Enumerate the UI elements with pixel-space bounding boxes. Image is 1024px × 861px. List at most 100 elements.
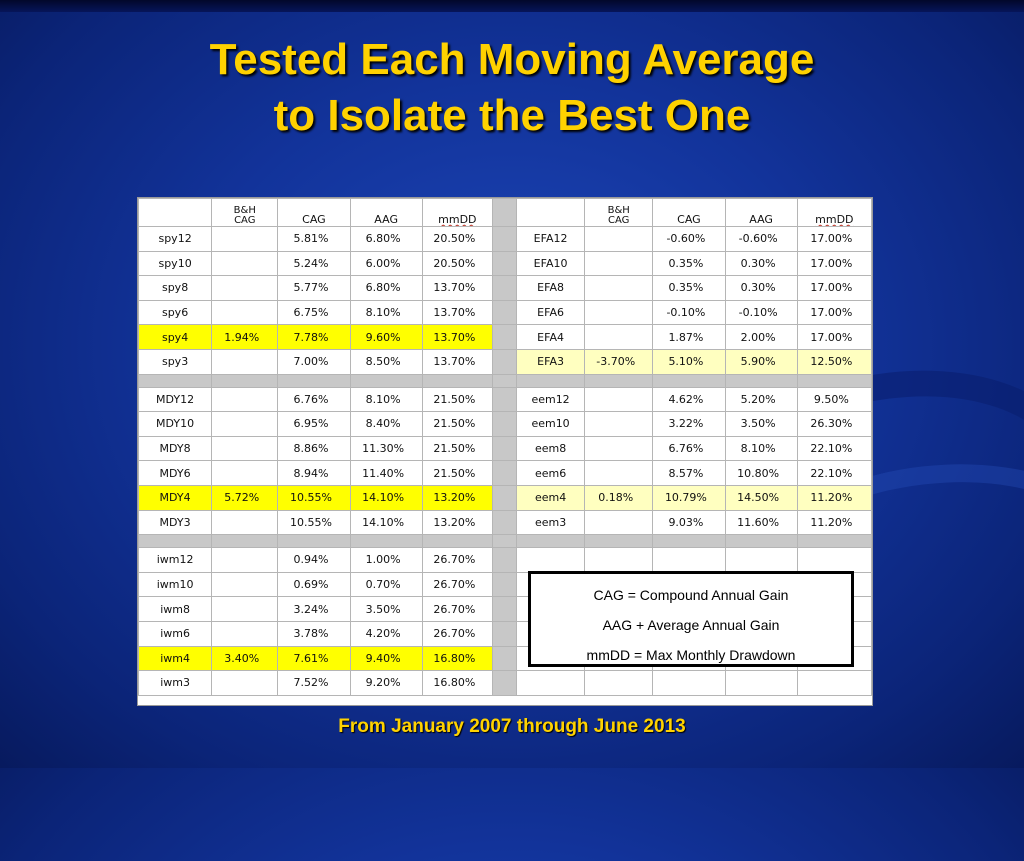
left-cag-cell: 10.55% [277, 484, 351, 511]
left-symbol-cell: MDY12 [138, 386, 213, 413]
left-symbol-cell: iwm4 [138, 645, 213, 672]
right-header-mmdd: mmDD [796, 198, 872, 227]
left-header-bh-cag: B&H CAG [211, 198, 279, 227]
left-aag-cell: 11.40% [349, 460, 423, 486]
right-cag-cell: 9.03% [652, 509, 726, 536]
right-aag-cell [724, 670, 798, 696]
right-mmdd-cell: 17.00% [796, 250, 872, 277]
left-mmdd-cell: 20.50% [421, 250, 493, 277]
gap-column-cell [491, 571, 517, 598]
left-symbol-cell: MDY6 [138, 460, 213, 486]
right-mmdd-cell: 17.00% [796, 324, 872, 350]
table-row: spy12 5.81% 6.80% 20.50% EFA12 -0.60% -0.60% 17… [138, 226, 872, 252]
gap-column-cell [491, 620, 517, 647]
left-mmdd-cell: 13.70% [421, 324, 493, 350]
separator-cell [349, 373, 423, 388]
left-header-mmdd: mmDD [421, 198, 493, 227]
left-cag-cell: 8.94% [277, 460, 351, 486]
left-symbol-cell: spy4 [138, 324, 213, 350]
left-bh-cag-cell [211, 226, 279, 252]
left-aag-cell: 1.00% [349, 547, 423, 573]
separator-cell [421, 534, 493, 549]
left-symbol-cell: spy12 [138, 226, 213, 252]
right-bh-cag-cell [584, 547, 654, 573]
right-aag-cell: 10.80% [724, 460, 798, 486]
left-bh-cag-cell [211, 596, 279, 622]
right-header-symbol [515, 198, 586, 227]
left-symbol-cell: iwm12 [138, 547, 213, 573]
left-cag-cell: 7.78% [277, 324, 351, 350]
separator-cell [491, 373, 517, 388]
right-cag-cell: 10.79% [652, 484, 726, 511]
right-symbol-cell: eem12 [515, 386, 586, 413]
left-bh-cag-cell [211, 670, 279, 696]
left-mmdd-cell: 26.70% [421, 571, 493, 598]
group-separator-row [138, 534, 872, 549]
left-bh-cag-cell: 3.40% [211, 645, 279, 672]
left-cag-cell: 5.77% [277, 275, 351, 301]
left-aag-cell: 8.40% [349, 411, 423, 437]
separator-cell [652, 373, 726, 388]
slide-title: Tested Each Moving Average to Isolate th… [0, 32, 1024, 144]
header-row: B&H CAG CAG AAG mmDD B&H CAG CAG AAG mmDD [138, 198, 872, 227]
left-aag-cell: 14.10% [349, 484, 423, 511]
left-aag-cell: 6.00% [349, 250, 423, 277]
right-mmdd-cell: 11.20% [796, 509, 872, 536]
left-mmdd-cell: 21.50% [421, 386, 493, 413]
gap-column-cell [491, 435, 517, 462]
gap-column-cell [491, 596, 517, 622]
title-line-2: to Isolate the Best One [273, 91, 751, 140]
left-aag-cell: 9.60% [349, 324, 423, 350]
right-header-mmdd-label: mmDD [815, 213, 854, 226]
right-bh-cag-cell [584, 411, 654, 437]
right-symbol-cell: eem6 [515, 460, 586, 486]
gap-column-cell [491, 645, 517, 672]
right-cag-cell: 0.35% [652, 250, 726, 277]
right-aag-cell: -0.60% [724, 226, 798, 252]
left-mmdd-cell: 13.20% [421, 509, 493, 536]
right-aag-cell: 2.00% [724, 324, 798, 350]
separator-cell [211, 373, 279, 388]
table-row: MDY12 6.76% 8.10% 21.50% eem12 4.62% 5.20% 9.50… [138, 386, 872, 413]
left-bh-cag-cell [211, 571, 279, 598]
right-bh-cag-cell [584, 460, 654, 486]
left-cag-cell: 7.61% [277, 645, 351, 672]
left-bh-cag-cell: 5.72% [211, 484, 279, 511]
top-bar [0, 0, 1024, 12]
left-cag-cell: 6.75% [277, 299, 351, 326]
right-mmdd-cell: 9.50% [796, 386, 872, 413]
right-symbol-cell [515, 670, 586, 696]
separator-cell [652, 534, 726, 549]
gap-column-cell [491, 299, 517, 326]
left-mmdd-cell: 21.50% [421, 411, 493, 437]
separator-cell [138, 373, 213, 388]
right-aag-cell: 14.50% [724, 484, 798, 511]
left-bh-cag-cell [211, 460, 279, 486]
right-symbol-cell: eem10 [515, 411, 586, 437]
gap-column-cell [491, 348, 517, 375]
right-symbol-cell: EFA6 [515, 299, 586, 326]
table-row: MDY6 8.94% 11.40% 21.50% eem6 8.57% 10.80% 22.1… [138, 460, 872, 486]
left-header-mmdd-label: mmDD [438, 213, 477, 226]
group-separator-row [138, 373, 872, 388]
left-cag-cell: 10.55% [277, 509, 351, 536]
left-symbol-cell: iwm8 [138, 596, 213, 622]
right-cag-cell: 0.35% [652, 275, 726, 301]
right-mmdd-cell [796, 547, 872, 573]
gap-column-cell [491, 198, 517, 227]
separator-cell [349, 534, 423, 549]
right-mmdd-cell: 22.10% [796, 460, 872, 486]
table-row: iwm3 7.52% 9.20% 16.80% [138, 670, 872, 696]
right-mmdd-cell: 26.30% [796, 411, 872, 437]
gap-column-cell [491, 547, 517, 573]
separator-cell [421, 373, 493, 388]
left-symbol-cell: iwm10 [138, 571, 213, 598]
separator-cell [584, 534, 654, 549]
left-bh-cag-cell [211, 275, 279, 301]
right-header-bh-top: B&H [607, 205, 630, 216]
left-mmdd-cell: 21.50% [421, 435, 493, 462]
left-aag-cell: 0.70% [349, 571, 423, 598]
date-range-footer: From January 2007 through June 2013 [338, 716, 686, 737]
left-bh-cag-cell [211, 435, 279, 462]
separator-cell [515, 373, 586, 388]
